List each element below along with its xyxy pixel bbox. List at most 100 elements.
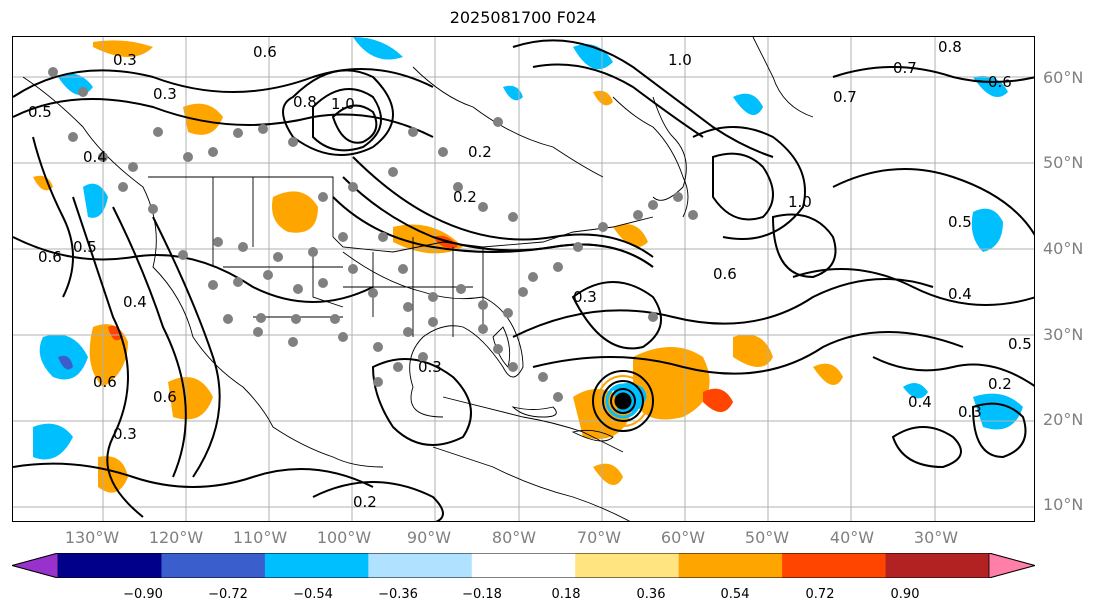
shade-blue bbox=[353, 37, 403, 60]
lon-label-100w: 100°W bbox=[316, 528, 372, 547]
lon-label-40w: 40°W bbox=[829, 528, 875, 547]
shade-orange bbox=[98, 456, 128, 493]
shade-red bbox=[108, 325, 123, 341]
colorbar-tick: 0.72 bbox=[805, 587, 835, 602]
lon-label-70w: 70°W bbox=[576, 528, 622, 547]
shade-orange bbox=[183, 103, 223, 135]
contour-label: 0.4 bbox=[908, 393, 932, 411]
contour-label: 0.5 bbox=[1008, 335, 1032, 353]
map-canvas: 0.5 0.3 0.6 0.8 1.0 0.4 0.2 1.0 0.7 0.6 … bbox=[13, 37, 1034, 521]
contour-label: 0.4 bbox=[83, 148, 107, 166]
colorbar-tick: 0.36 bbox=[636, 587, 666, 602]
shade-blue bbox=[83, 183, 108, 218]
contour-label: 0.6 bbox=[988, 73, 1012, 91]
shade-blue bbox=[33, 423, 73, 460]
contour-label: 0.6 bbox=[153, 388, 177, 406]
shade-orange bbox=[168, 377, 213, 420]
contour-label: 0.6 bbox=[93, 373, 117, 391]
contour-label: 0.3 bbox=[113, 425, 137, 443]
contour-label: 0.3 bbox=[153, 85, 177, 103]
contour-label: 0.3 bbox=[573, 288, 597, 306]
shade-orange bbox=[33, 175, 53, 191]
colorbar-segment bbox=[575, 553, 680, 578]
shade-red bbox=[703, 388, 733, 412]
colorbar-segment bbox=[58, 553, 162, 578]
shade-orange bbox=[93, 40, 153, 57]
shade-orange bbox=[813, 363, 843, 385]
colorbar-tick: −0.90 bbox=[123, 587, 163, 602]
colorbar-tick: 0.18 bbox=[551, 587, 581, 602]
map-panel: 0.5 0.3 0.6 0.8 1.0 0.4 0.2 1.0 0.7 0.6 … bbox=[12, 36, 1035, 522]
contour-label: 0.8 bbox=[293, 93, 317, 111]
shade-orange bbox=[272, 191, 318, 233]
lat-label-30n: 30°N bbox=[1043, 325, 1084, 344]
lat-label-60n: 60°N bbox=[1043, 68, 1084, 87]
lat-label-40n: 40°N bbox=[1043, 239, 1084, 258]
contour-label: 0.5 bbox=[948, 213, 972, 231]
colorbar-segment bbox=[678, 553, 783, 578]
lon-label-60w: 60°W bbox=[660, 528, 706, 547]
colorbar-tick: 0.54 bbox=[720, 587, 750, 602]
contour-label: 1.0 bbox=[788, 193, 812, 211]
contour-label: 0.5 bbox=[73, 238, 97, 256]
colorbar-extend-min bbox=[12, 553, 59, 578]
lon-label-50w: 50°W bbox=[744, 528, 790, 547]
coastlines bbox=[22, 37, 814, 521]
shade-orange bbox=[593, 463, 623, 485]
lat-label-50n: 50°N bbox=[1043, 153, 1084, 172]
contour-label: 1.0 bbox=[668, 51, 692, 69]
contour-label: 0.7 bbox=[893, 59, 917, 77]
colorbar-segments bbox=[12, 553, 1035, 578]
colorbar-tick: −0.36 bbox=[378, 587, 418, 602]
colorbar-segment bbox=[885, 553, 990, 578]
lon-label-80w: 80°W bbox=[491, 528, 537, 547]
colorbar-segment bbox=[264, 553, 369, 578]
colorbar-tick: −0.54 bbox=[293, 587, 333, 602]
contour-label: 0.3 bbox=[113, 51, 137, 69]
hurricane-rings bbox=[592, 370, 654, 432]
contour-label: 0.3 bbox=[958, 403, 982, 421]
contour-label: 0.4 bbox=[123, 293, 147, 311]
lon-label-130w: 130°W bbox=[64, 528, 120, 547]
shade-blue bbox=[971, 208, 1003, 252]
shade-orange bbox=[613, 224, 648, 247]
contour-label: 0.5 bbox=[28, 103, 52, 121]
colorbar-tick: −0.72 bbox=[208, 587, 248, 602]
contour-label: 0.2 bbox=[453, 188, 477, 206]
contour-lines bbox=[13, 39, 1034, 521]
shade-blue bbox=[503, 85, 523, 101]
shade-orange bbox=[733, 334, 773, 367]
contour-label-group: 0.5 0.3 0.6 0.8 1.0 0.4 0.2 1.0 0.7 0.6 … bbox=[28, 38, 1032, 511]
shade-orange bbox=[593, 90, 613, 106]
colorbar-segment bbox=[161, 553, 266, 578]
colorbar-tick: −0.18 bbox=[462, 587, 502, 602]
contour-label: 0.6 bbox=[38, 248, 62, 266]
contour-label: 0.4 bbox=[948, 285, 972, 303]
lat-label-20n: 20°N bbox=[1043, 410, 1084, 429]
shade-blue bbox=[733, 93, 763, 115]
shaded-regions bbox=[33, 37, 1023, 493]
contour-label: 1.0 bbox=[331, 95, 355, 113]
shade-orange bbox=[633, 347, 710, 420]
contour-label: 0.6 bbox=[713, 265, 737, 283]
contour-label: 0.3 bbox=[418, 358, 442, 376]
contour-label: 0.2 bbox=[468, 143, 492, 161]
station-dots bbox=[48, 67, 698, 402]
lon-label-120w: 120°W bbox=[148, 528, 204, 547]
colorbar-segment bbox=[782, 553, 887, 578]
shade-darkblue bbox=[58, 355, 73, 370]
contour-label: 0.6 bbox=[253, 43, 277, 61]
lon-label-90w: 90°W bbox=[406, 528, 452, 547]
colorbar-extend-max bbox=[988, 553, 1035, 578]
colorbar-segment bbox=[471, 553, 576, 578]
chart-title: 2025081700 F024 bbox=[449, 8, 597, 27]
contour-label: 0.2 bbox=[988, 375, 1012, 393]
lat-label-10n: 10°N bbox=[1043, 495, 1084, 514]
colorbar-segment bbox=[368, 553, 473, 578]
colorbar-tick: 0.90 bbox=[890, 587, 920, 602]
contour-label: 0.2 bbox=[353, 493, 377, 511]
colorbar bbox=[12, 553, 1035, 578]
contour-label: 0.7 bbox=[833, 88, 857, 106]
contour-label: 0.8 bbox=[938, 38, 962, 56]
lon-label-30w: 30°W bbox=[913, 528, 959, 547]
